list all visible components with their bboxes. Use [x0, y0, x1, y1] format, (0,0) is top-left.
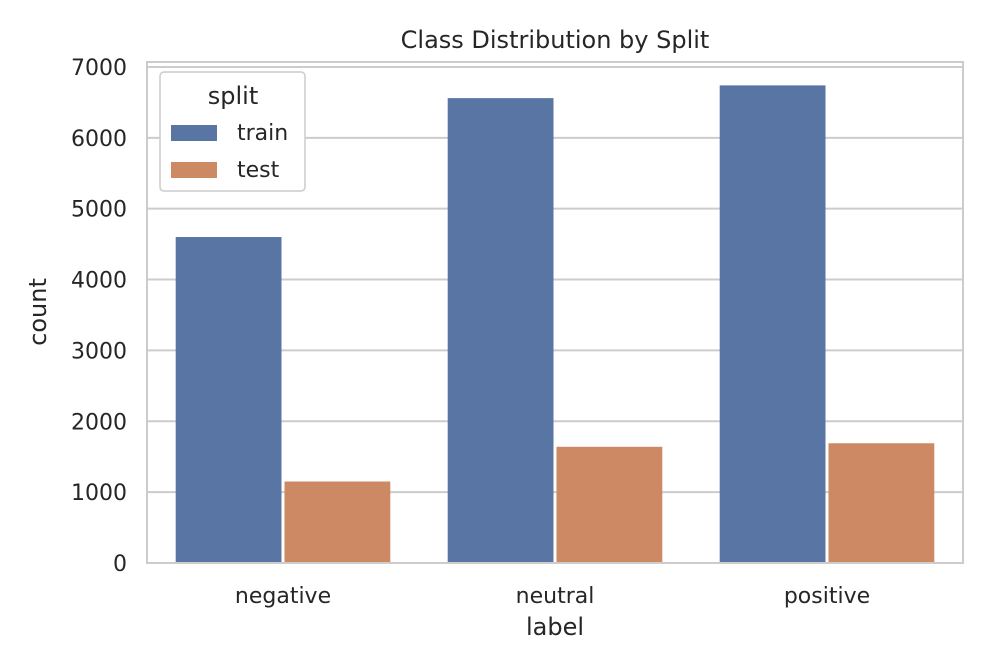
x-tick-label: positive — [784, 584, 870, 609]
bar-test-negative — [284, 481, 391, 563]
x-tick-labels: negative neutral positive — [235, 584, 870, 609]
y-tick-label: 0 — [113, 552, 127, 577]
legend-swatch-test — [171, 162, 217, 178]
y-tick-label: 6000 — [71, 127, 127, 152]
bars — [175, 85, 935, 564]
x-tick-label: neutral — [516, 584, 595, 609]
y-tick-label: 7000 — [71, 56, 127, 81]
y-tick-label: 4000 — [71, 269, 127, 294]
y-tick-label: 3000 — [71, 339, 127, 364]
legend-swatch-train — [171, 125, 217, 141]
x-axis-label: label — [526, 613, 584, 641]
x-tick-label: negative — [235, 584, 331, 609]
bar-train-negative — [175, 237, 282, 563]
legend-frame — [159, 71, 306, 192]
y-tick-label: 2000 — [71, 410, 127, 435]
plot-frame — [146, 61, 964, 564]
legend-title: split — [208, 82, 258, 110]
bar-train-positive — [719, 85, 826, 563]
bar-test-neutral — [556, 446, 663, 563]
bar-test-positive — [828, 443, 935, 563]
y-axis-label: count — [24, 278, 52, 346]
y-tick-label: 1000 — [71, 481, 127, 506]
chart-title: Class Distribution by Split — [401, 26, 710, 54]
legend-label-train: train — [237, 121, 288, 146]
y-tick-label: 5000 — [71, 198, 127, 223]
legend-label-test: test — [237, 158, 280, 183]
y-tick-labels: 0 1000 2000 3000 4000 5000 6000 7000 — [71, 56, 127, 577]
legend: split train test — [159, 71, 306, 192]
bar-train-neutral — [447, 98, 554, 564]
